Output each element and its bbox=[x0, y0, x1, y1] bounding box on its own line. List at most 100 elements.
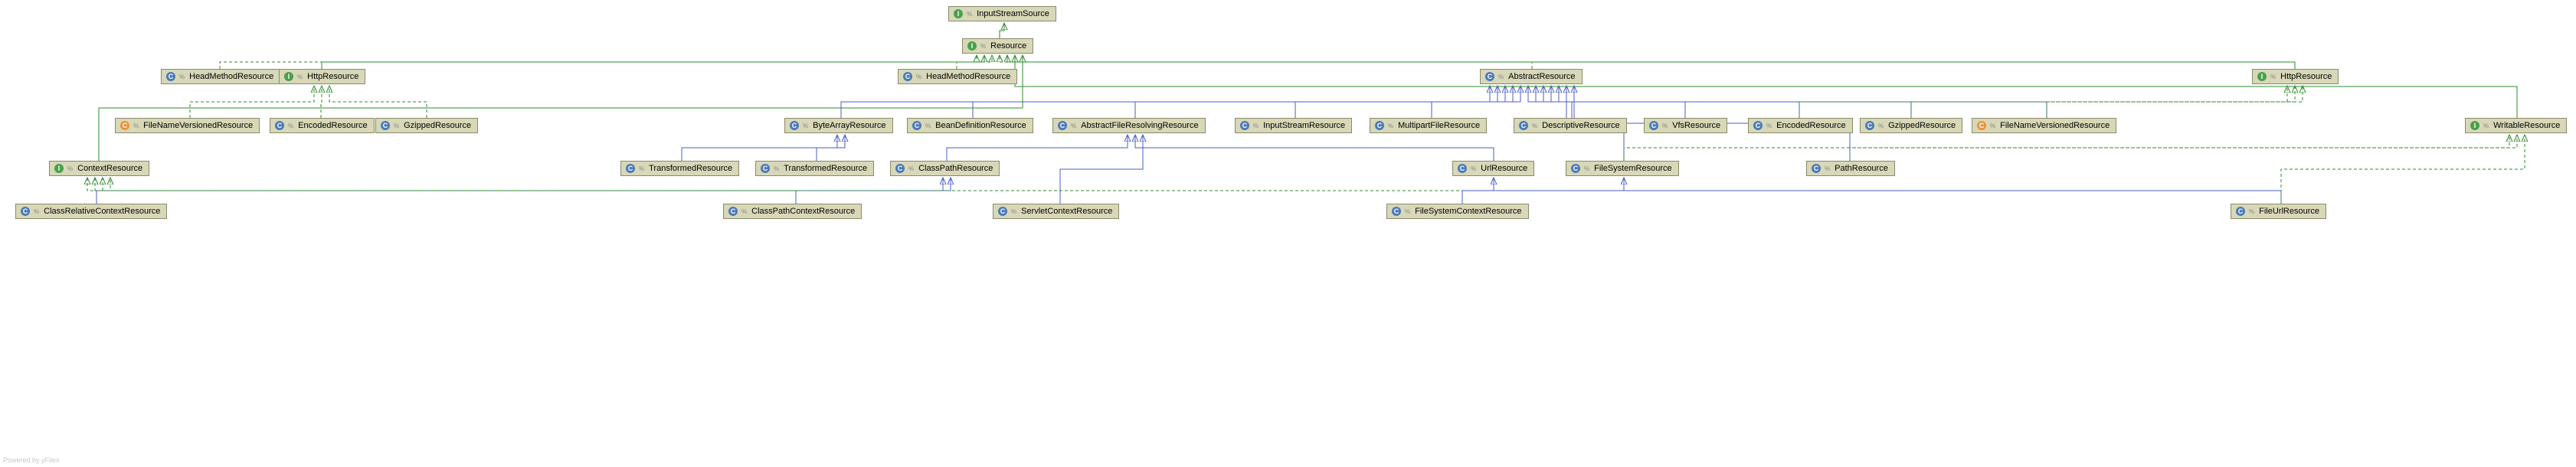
edge-AbstractResource-to-Resource bbox=[1000, 55, 1532, 69]
node-InputStreamResource: %InputStreamResource bbox=[1235, 118, 1352, 133]
node-label: HeadMethodResource bbox=[189, 72, 273, 81]
class-icon bbox=[903, 72, 912, 81]
node-FileSystemContextResource: %FileSystemContextResource bbox=[1386, 204, 1529, 219]
class-icon bbox=[790, 121, 799, 130]
node-label: HeadMethodResource bbox=[926, 72, 1010, 81]
edge-ServletContextResource-to-AbstractFileResolvingResource bbox=[1060, 135, 1143, 204]
class-icon bbox=[166, 72, 175, 81]
edge-EncodedResource2-to-AbstractResource bbox=[1543, 86, 1799, 118]
edge-TransformedResource1-to-ByteArrayResource bbox=[682, 135, 837, 161]
node-label: ServletContextResource bbox=[1021, 207, 1112, 216]
edge-ClassPathContextResource-to-ContextResource bbox=[95, 178, 796, 204]
edge-HttpResource1-to-Resource bbox=[322, 55, 984, 69]
class-icon bbox=[1649, 121, 1658, 130]
node-FileSystemResource: %FileSystemResource bbox=[1566, 161, 1679, 176]
edge-WritableResource-to-Resource bbox=[1015, 55, 2517, 118]
node-HttpResource2: %HttpResource bbox=[2252, 69, 2339, 84]
node-label: EncodedResource bbox=[298, 121, 368, 130]
edge-FileNameVersionedResource2-to-AbstractResource bbox=[1559, 86, 2047, 118]
node-FileNameVersionedResource1: %FileNameVersionedResource bbox=[115, 118, 260, 133]
node-GzippedResource2: %GzippedResource bbox=[1860, 118, 1962, 133]
node-label: GzippedResource bbox=[404, 121, 471, 130]
node-label: BeanDefinitionResource bbox=[935, 121, 1026, 130]
edge-AbstractFileResolvingResource-to-AbstractResource bbox=[1135, 86, 1505, 118]
edge-FileNameVersionedResource1-to-HttpResource1 bbox=[190, 86, 314, 118]
node-AbstractResource: %AbstractResource bbox=[1480, 69, 1583, 84]
node-label: ClassPathContextResource bbox=[751, 207, 855, 216]
node-HeadMethodResource1: %HeadMethodResource bbox=[161, 69, 280, 84]
node-InputStreamSource: %InputStreamSource bbox=[948, 6, 1056, 21]
edge-FileSystemContextResource-to-FileSystemResource bbox=[1462, 178, 1624, 204]
class-icon bbox=[1458, 164, 1467, 173]
watermark: Powered by yFiles bbox=[3, 456, 60, 464]
edge-FileUrlResource-to-UrlResource bbox=[1494, 178, 2281, 204]
edge-ServletContextResource-to-ContextResource bbox=[103, 178, 1060, 204]
class-icon bbox=[761, 164, 770, 173]
interface-icon bbox=[2257, 72, 2267, 81]
edge-MultipartFileResource-to-AbstractResource bbox=[1432, 86, 1520, 118]
node-PathResource: %PathResource bbox=[1806, 161, 1895, 176]
node-HeadMethodResource2: %HeadMethodResource bbox=[898, 69, 1017, 84]
class-icon bbox=[381, 121, 390, 130]
edge-InputStreamResource-to-AbstractResource bbox=[1295, 86, 1513, 118]
interface-icon bbox=[2470, 121, 2479, 130]
orange-icon bbox=[120, 121, 129, 130]
edge-HeadMethodResource1-to-Resource bbox=[220, 55, 977, 69]
node-label: TransformedResource bbox=[784, 164, 867, 173]
node-EncodedResource1: %EncodedResource bbox=[270, 118, 375, 133]
edge-GzippedResource2-to-AbstractResource bbox=[1551, 86, 1911, 118]
node-label: UrlResource bbox=[1481, 164, 1527, 173]
class-icon bbox=[1240, 121, 1249, 130]
edge-ClassPathContextResource-to-ClassPathResource bbox=[796, 178, 951, 204]
node-label: ClassRelativeContextResource bbox=[44, 207, 160, 216]
edge-FileSystemResource-to-WritableResource bbox=[1624, 135, 2509, 161]
node-DescriptiveResource: %DescriptiveResource bbox=[1514, 118, 1627, 133]
node-label: FileSystemContextResource bbox=[1415, 207, 1521, 216]
edge-HttpResource2-to-Resource bbox=[1007, 55, 2295, 69]
edge-FileUrlResource-to-WritableResource bbox=[2281, 135, 2525, 204]
class-icon bbox=[1519, 121, 1528, 130]
node-label: ContextResource bbox=[77, 164, 142, 173]
class-icon bbox=[912, 121, 921, 130]
class-icon bbox=[275, 121, 284, 130]
node-label: FileSystemResource bbox=[1594, 164, 1671, 173]
node-label: VfsResource bbox=[1672, 121, 1720, 130]
class-icon bbox=[21, 207, 30, 216]
node-label: HttpResource bbox=[307, 72, 358, 81]
node-ServletContextResource: %ServletContextResource bbox=[993, 204, 1119, 219]
orange-icon bbox=[1977, 121, 1986, 130]
edge-FileSystemContextResource-to-ContextResource bbox=[110, 178, 1462, 204]
node-MultipartFileResource: %MultipartFileResource bbox=[1370, 118, 1487, 133]
class-icon bbox=[728, 207, 738, 216]
edge-EncodedResource1-to-HttpResource1 bbox=[321, 86, 322, 118]
node-GzippedResource1: %GzippedResource bbox=[375, 118, 478, 133]
node-ClassPathContextResource: %ClassPathContextResource bbox=[723, 204, 862, 219]
node-UrlResource: %UrlResource bbox=[1452, 161, 1534, 176]
node-BeanDefinitionResource: %BeanDefinitionResource bbox=[907, 118, 1033, 133]
node-label: FileNameVersionedResource bbox=[2000, 121, 2110, 130]
edge-PathResource-to-WritableResource bbox=[1850, 135, 2517, 161]
edge-Resource-to-InputStreamSource bbox=[1000, 23, 1004, 38]
interface-icon bbox=[284, 72, 293, 81]
node-ByteArrayResource: %ByteArrayResource bbox=[784, 118, 893, 133]
node-Resource: %Resource bbox=[962, 38, 1033, 54]
node-TransformedResource1: %TransformedResource bbox=[620, 161, 739, 176]
node-label: AbstractFileResolvingResource bbox=[1081, 121, 1198, 130]
class-icon bbox=[2236, 207, 2245, 216]
class-icon bbox=[1058, 121, 1067, 130]
diagram-edges bbox=[0, 0, 2576, 467]
node-label: MultipartFileResource bbox=[1398, 121, 1480, 130]
node-label: GzippedResource bbox=[1888, 121, 1956, 130]
node-EncodedResource2: %EncodedResource bbox=[1748, 118, 1853, 133]
class-icon bbox=[1865, 121, 1874, 130]
edge-ClassRelativeContextResource-to-ClassPathResource bbox=[97, 178, 943, 204]
edge-ByteArrayResource-to-AbstractResource bbox=[841, 86, 1490, 118]
edge-HeadMethodResource2-to-Resource bbox=[957, 55, 992, 69]
node-label: ClassPathResource bbox=[918, 164, 993, 173]
node-label: ByteArrayResource bbox=[813, 121, 885, 130]
edge-TransformedResource2-to-ByteArrayResource bbox=[817, 135, 845, 161]
node-label: HttpResource bbox=[2280, 72, 2332, 81]
node-label: FileUrlResource bbox=[2259, 207, 2319, 216]
edge-EncodedResource2-to-HttpResource2 bbox=[1799, 86, 2287, 118]
class-icon bbox=[895, 164, 905, 173]
